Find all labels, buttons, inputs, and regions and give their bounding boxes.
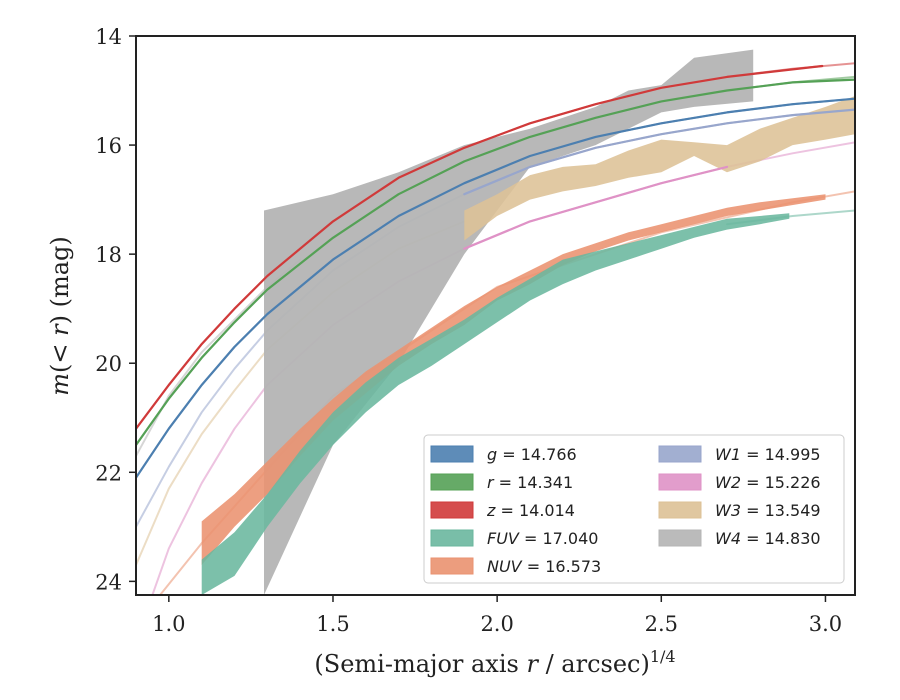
profile-line-w1 [463, 108, 855, 196]
y-axis: 14 16 18 20 22 24 [95, 25, 136, 594]
model-curve-z [136, 62, 855, 430]
legend-swatch-z [430, 501, 474, 519]
profile-line-g [136, 97, 855, 479]
legend-label-w3: W3 = 13.549 [715, 501, 821, 520]
legend-swatch-g [430, 445, 474, 463]
legend-label-z: z = 14.014 [486, 501, 575, 520]
legend-swatch-w4 [658, 529, 702, 547]
y-tick-label: 16 [95, 134, 122, 158]
legend-label-nuv: NUV = 16.573 [487, 557, 601, 576]
profile-line-w2 [463, 165, 729, 250]
legend-swatch-r [430, 473, 474, 491]
plot-frame [135, 35, 856, 596]
legend-label-fuv: FUV = 17.040 [487, 529, 598, 548]
legend-label-r: r = 14.341 [487, 473, 573, 492]
y-axis-title: m(< r) (mag) [46, 236, 74, 396]
x-tick-label: 2.0 [480, 612, 513, 636]
legend-swatch-w1 [658, 445, 702, 463]
band-w3 [464, 96, 855, 241]
x-tick-label: 1.0 [152, 612, 185, 636]
profile-line-z [136, 64, 824, 430]
x-axis-title: (Semi-major axis r / arcsec)1/4 [314, 647, 675, 678]
legend-label-w4: W4 = 14.830 [715, 529, 821, 548]
y-tick-label: 14 [95, 25, 122, 49]
legend-swatch-w2 [658, 473, 702, 491]
y-tick-label: 20 [95, 352, 122, 376]
y-tick-label: 22 [95, 461, 122, 485]
y-tick-label: 18 [95, 243, 122, 267]
x-tick-label: 1.5 [316, 612, 349, 636]
x-tick-label: 2.5 [645, 612, 678, 636]
legend-label-w2: W2 = 15.226 [715, 473, 821, 492]
plot-area [136, 49, 855, 595]
x-axis: 1.0 1.5 2.0 2.5 3.0 [152, 595, 842, 636]
legend-label-g: g = 14.766 [487, 445, 577, 464]
legend-frame [423, 434, 845, 584]
legend-swatch-w3 [658, 501, 702, 519]
profile-line-r [136, 78, 855, 447]
legend-label-w1: W1 = 14.995 [715, 445, 821, 464]
y-tick-label: 24 [95, 570, 122, 594]
model-curve-r [136, 75, 855, 446]
legend: g = 14.766 r = 14.341 z = 14.014 FUV = 17.0… [423, 434, 845, 584]
x-tick-label: 3.0 [809, 612, 842, 636]
legend-swatch-fuv [430, 529, 474, 547]
legend-swatch-nuv [430, 557, 474, 575]
